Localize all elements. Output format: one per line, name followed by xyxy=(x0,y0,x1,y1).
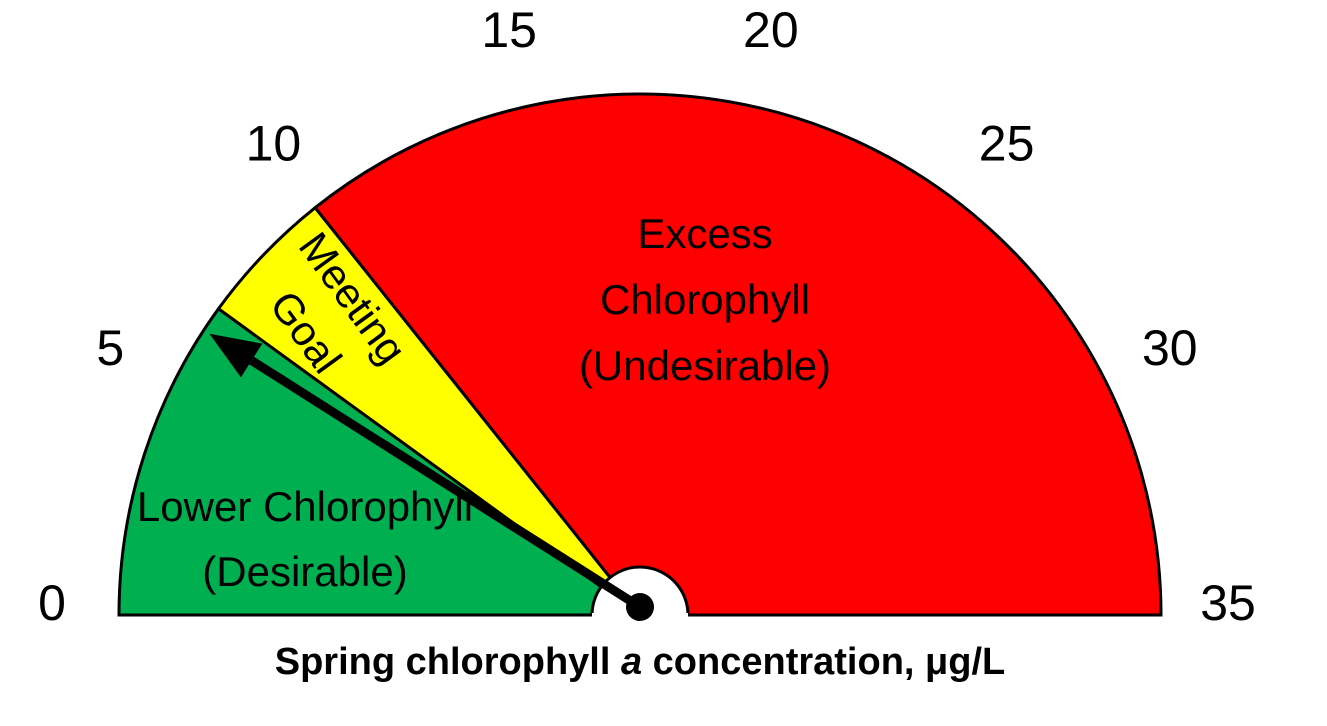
band-label-line: Lower Chlorophyll xyxy=(137,483,473,530)
tick-label: 35 xyxy=(1200,575,1256,631)
band-label-line: Chlorophyll xyxy=(600,276,810,323)
needle-head xyxy=(209,333,263,378)
tick-label: 25 xyxy=(979,115,1035,171)
tick-label: 15 xyxy=(481,2,537,58)
x-axis-label: Spring chlorophyll a concentration, μg/L xyxy=(275,641,1006,683)
x-axis-label-part: concentration, μg/L xyxy=(642,641,1005,683)
tick-label: 30 xyxy=(1142,320,1198,376)
needle-pivot xyxy=(626,593,654,621)
bands xyxy=(117,92,1163,617)
needle xyxy=(209,333,654,621)
x-axis-label-part: Spring chlorophyll xyxy=(275,641,621,683)
gauge-hub xyxy=(590,565,690,616)
gauge-band xyxy=(313,92,1163,617)
needle-shaft xyxy=(249,356,643,611)
band-label-line: Excess xyxy=(637,210,772,257)
band-label-line: (Desirable) xyxy=(202,548,407,595)
tick-label: 10 xyxy=(246,115,302,171)
tick-label: 20 xyxy=(743,2,799,58)
tick-label: 5 xyxy=(96,320,124,376)
tick-label: 0 xyxy=(38,575,66,631)
band-label: Excess Chlorophyll (Undesirable) xyxy=(579,210,831,389)
x-axis-label-part: a xyxy=(621,641,642,683)
band-label-line: (Undesirable) xyxy=(579,342,831,389)
band-label: Lower Chlorophyll (Desirable) xyxy=(137,483,473,595)
gauge-band xyxy=(117,306,645,617)
